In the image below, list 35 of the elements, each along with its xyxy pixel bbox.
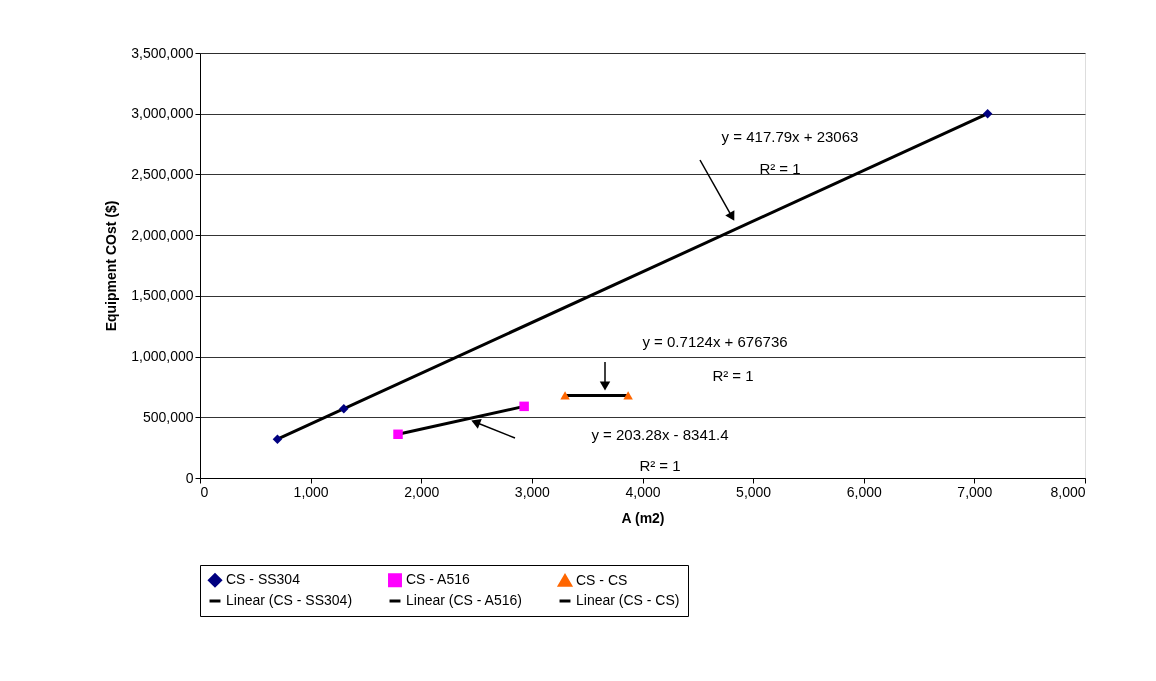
x-tick-label: 5,000 — [736, 483, 772, 500]
x-axis-title: A (m2) — [621, 509, 665, 526]
annotation: y = 203.28x - 8341.4 R² = 1 — [591, 426, 729, 474]
point — [272, 434, 283, 444]
y-tick-label: 500,000 — [142, 408, 194, 425]
x-tick-label: 1,000 — [293, 483, 329, 500]
point — [560, 391, 570, 400]
point — [982, 108, 993, 119]
y-tick-label: 0 — [185, 469, 194, 486]
x-tick-label: 3,000 — [514, 483, 551, 500]
annotation: y = 0.7124x + 676736 R² = 1 — [642, 333, 788, 384]
x-tick-label: 4,000 — [625, 483, 661, 500]
point — [393, 429, 403, 440]
x-tick-label: 7,000 — [957, 483, 993, 500]
legend-label: Linear (CS - A516) — [406, 592, 522, 608]
legend-label: Linear (CS - CS) — [576, 592, 680, 608]
legend-label: Linear (CS - SS304) — [226, 592, 353, 608]
point — [339, 404, 349, 414]
legend-label: CS - CS — [576, 571, 628, 588]
y-tick-label: 3,000,000 — [131, 105, 194, 122]
x-tick-label: 8,000 — [1050, 483, 1086, 500]
x-tick-label: 0 — [200, 483, 209, 500]
y-tick-label: 3,500,000 — [131, 44, 194, 61]
x-tick-label: 6,000 — [846, 483, 882, 500]
y-tick-label: 1,500,000 — [131, 287, 194, 304]
legend-label: CS - A516 — [406, 571, 471, 588]
y-tick-label: 2,000,000 — [131, 226, 194, 243]
y-axis-title: Equipment COst ($) — [103, 200, 120, 332]
point — [519, 401, 529, 412]
annotation: y = 417.79x + 23063 R² = 1 — [721, 128, 859, 177]
x-tick-label: 2,000 — [404, 483, 440, 500]
y-tick-label: 2,500,000 — [131, 165, 194, 182]
legend-label: CS - SS304 — [226, 571, 301, 588]
point — [623, 391, 633, 400]
y-tick-label: 1,000,000 — [131, 348, 194, 365]
